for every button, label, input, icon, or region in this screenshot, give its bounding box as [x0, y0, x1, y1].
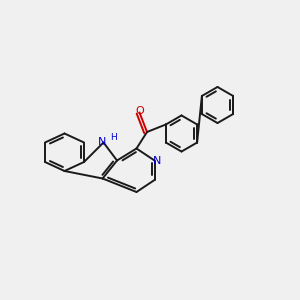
- Text: N: N: [153, 155, 161, 166]
- Text: N: N: [98, 137, 106, 147]
- Text: O: O: [135, 106, 144, 116]
- Text: H: H: [110, 133, 116, 142]
